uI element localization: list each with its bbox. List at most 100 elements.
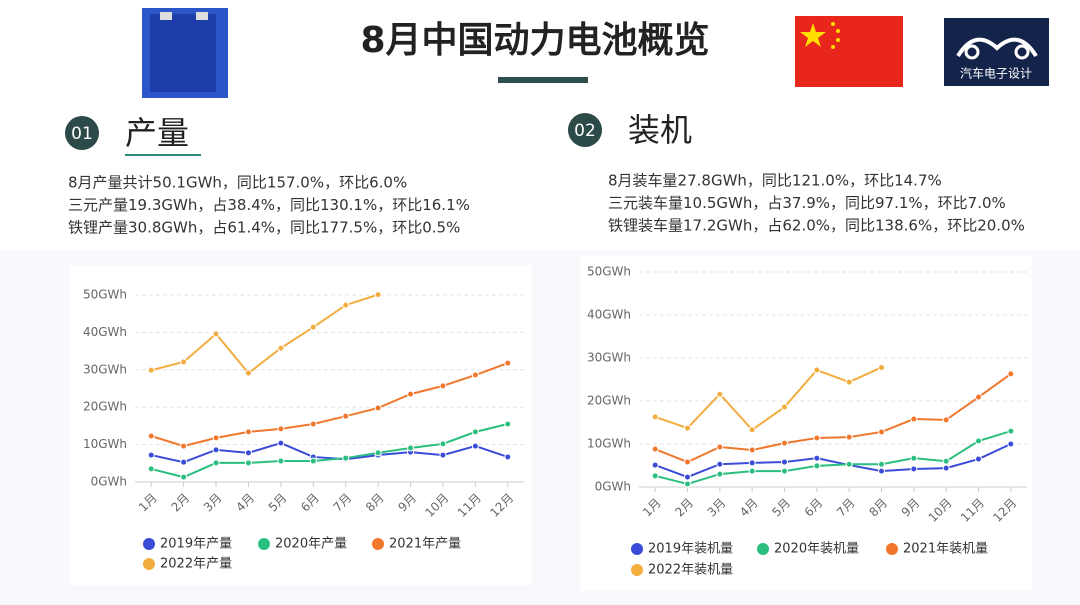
y-tick-label: 20GWh — [587, 394, 631, 408]
data-point — [147, 366, 155, 374]
data-point — [374, 404, 382, 412]
data-point — [716, 390, 724, 398]
section-line: 8月装车量27.8GWh，同比121.0%，环比14.7% — [608, 172, 942, 190]
data-point — [407, 444, 415, 452]
legend-label: 2022年产量 — [160, 557, 232, 572]
legend-swatch — [372, 538, 384, 550]
data-point — [147, 465, 155, 473]
section-line: 三元产量19.3GWh，占38.4%，同比130.1%，环比16.1% — [68, 196, 470, 214]
y-tick-label: 10GWh — [587, 437, 631, 451]
battery-terminal — [196, 12, 208, 20]
data-point — [439, 382, 447, 390]
data-point — [309, 457, 317, 465]
legend-swatch — [143, 558, 155, 570]
data-point — [813, 434, 821, 442]
flag-star — [836, 29, 840, 33]
logo-wheel — [1014, 44, 1030, 60]
data-point — [244, 459, 252, 467]
data-point — [942, 464, 950, 472]
data-point — [781, 403, 788, 411]
data-point — [180, 473, 188, 481]
battery-terminal — [160, 12, 172, 20]
data-point — [781, 458, 788, 466]
data-point — [309, 323, 317, 331]
data-point — [342, 412, 350, 420]
data-point — [845, 460, 853, 468]
flag — [795, 16, 903, 87]
section-number: 02 — [574, 121, 596, 141]
data-point — [342, 454, 350, 462]
data-point — [504, 453, 512, 461]
flag-star — [831, 45, 835, 49]
section-title: 装机 — [628, 111, 692, 149]
data-point — [813, 454, 821, 462]
series-line — [654, 373, 1012, 464]
data-point — [471, 428, 479, 436]
data-point — [878, 467, 885, 475]
series-line — [150, 423, 509, 479]
data-point — [374, 291, 382, 299]
data-point — [180, 458, 188, 466]
y-tick-label: 50GWh — [83, 288, 127, 302]
flag-star — [800, 23, 826, 47]
logo-text: 汽车电子设计 — [960, 66, 1032, 81]
data-point — [277, 457, 285, 465]
data-point — [1007, 427, 1015, 435]
data-point — [748, 467, 756, 475]
data-point — [439, 440, 447, 448]
y-tick-label: 40GWh — [587, 308, 631, 322]
data-point — [309, 420, 317, 428]
data-point — [878, 363, 885, 371]
data-point — [813, 462, 821, 470]
section-line: 三元装车量10.5GWh，占37.9%，同比97.1%，环比7.0% — [608, 194, 1006, 212]
y-tick-label: 20GWh — [83, 400, 127, 414]
y-tick-label: 0GWh — [595, 480, 631, 494]
section-title: 产量 — [125, 114, 189, 152]
data-point — [651, 413, 659, 421]
data-point — [910, 415, 918, 423]
section-line: 铁锂产量30.8GWh，占61.4%，同比177.5%，环比0.5% — [68, 219, 460, 237]
data-point — [781, 439, 788, 447]
section-number: 01 — [71, 124, 93, 144]
data-point — [147, 451, 155, 459]
data-point — [942, 416, 950, 424]
series-line — [654, 366, 882, 432]
y-tick-label: 40GWh — [83, 325, 127, 339]
data-point — [244, 369, 252, 377]
data-point — [975, 437, 982, 445]
data-point — [684, 424, 691, 432]
flag-star — [831, 22, 835, 26]
data-point — [277, 344, 285, 352]
data-point — [277, 439, 285, 447]
data-point — [212, 434, 220, 442]
series-line — [150, 442, 509, 464]
data-point — [716, 443, 724, 451]
data-point — [878, 428, 885, 436]
y-tick-label: 50GWh — [587, 265, 631, 279]
data-point — [374, 449, 382, 457]
series-line — [654, 430, 1012, 486]
data-point — [1007, 370, 1015, 378]
data-point — [342, 301, 350, 309]
legend-label: 2021年装机量 — [903, 542, 988, 557]
data-point — [277, 425, 285, 433]
y-tick-label: 30GWh — [587, 351, 631, 365]
y-tick-label: 30GWh — [83, 362, 127, 376]
data-point — [504, 359, 512, 367]
series-line — [654, 443, 1012, 479]
data-point — [439, 451, 447, 459]
data-point — [244, 449, 252, 457]
section-line: 8月产量共计50.1GWh，同比157.0%，环比6.0% — [68, 174, 407, 192]
y-tick-label: 0GWh — [91, 475, 127, 489]
data-point — [684, 480, 691, 488]
chart-panel — [580, 255, 1032, 591]
legend-swatch — [631, 564, 643, 576]
data-point — [910, 465, 918, 473]
data-point — [651, 461, 659, 469]
data-point — [813, 366, 821, 374]
section-line: 铁锂装车量17.2GWh，占62.0%，同比138.6%，环比20.0% — [608, 217, 1025, 235]
y-tick-label: 10GWh — [83, 437, 127, 451]
legend-label: 2021年产量 — [389, 537, 461, 552]
legend-swatch — [143, 538, 155, 550]
legend-swatch — [757, 543, 769, 555]
